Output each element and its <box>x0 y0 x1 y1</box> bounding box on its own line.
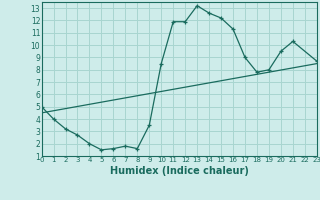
X-axis label: Humidex (Indice chaleur): Humidex (Indice chaleur) <box>110 166 249 176</box>
